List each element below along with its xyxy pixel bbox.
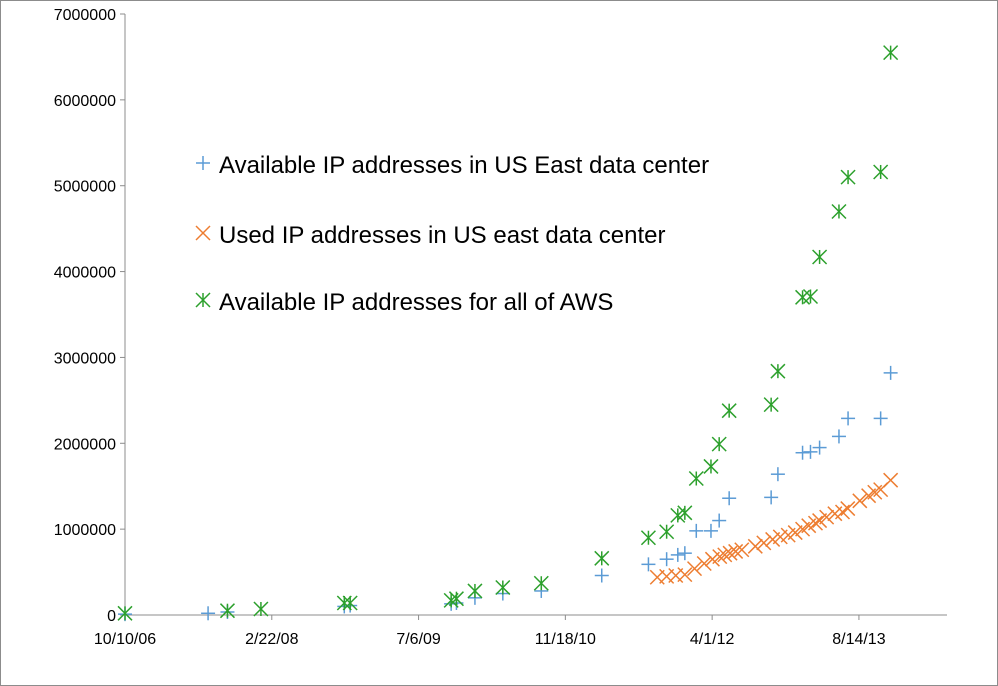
data-point (677, 546, 692, 561)
data-point (677, 567, 693, 583)
data-point (831, 429, 846, 444)
data-point (721, 403, 737, 419)
data-point (253, 601, 269, 617)
y-tick-label: 5000000 (54, 179, 116, 196)
y-tick-label: 2000000 (54, 436, 116, 453)
data-point (677, 505, 693, 521)
data-point (688, 470, 704, 487)
data-point (795, 445, 810, 460)
data-point (640, 530, 656, 546)
data-point (641, 557, 656, 572)
x-tick-label: 2/22/08 (245, 631, 298, 648)
data-point (734, 542, 750, 558)
y-tick-label: 6000000 (54, 93, 116, 110)
y-tick-label: 1000000 (54, 522, 116, 539)
data-point (712, 513, 727, 528)
data-point (711, 436, 727, 452)
y-tick-label: 4000000 (54, 265, 116, 282)
data-point (873, 411, 888, 426)
data-point (883, 45, 899, 61)
x-tick-label: 11/18/10 (535, 631, 596, 648)
data-point (342, 595, 358, 611)
x-tick-label: 4/1/12 (690, 631, 735, 648)
legend-marker (196, 156, 210, 170)
data-point (883, 472, 899, 488)
data-point (670, 547, 685, 562)
data-point (722, 545, 738, 561)
data-point (831, 203, 847, 220)
data-point (495, 579, 511, 596)
x-tick-label: 8/14/13 (832, 631, 885, 648)
legend-label: Available IP addresses for all of AWS (219, 289, 613, 316)
data-point (802, 288, 819, 305)
data-point (812, 249, 828, 265)
data-point (689, 523, 704, 538)
data-point (201, 606, 216, 621)
x-tick-label: 7/6/09 (396, 631, 441, 648)
data-point (764, 490, 779, 505)
data-point (867, 484, 883, 500)
data-point (594, 568, 609, 583)
data-point (659, 552, 674, 567)
data-point (807, 515, 824, 531)
series-2 (649, 472, 899, 585)
data-point (840, 169, 856, 185)
data-point (812, 513, 828, 529)
data-point (763, 397, 779, 413)
data-point (686, 561, 703, 577)
data-point (336, 595, 352, 611)
data-point (717, 547, 733, 563)
data-point (467, 583, 483, 599)
legend: Available IP addresses in US East data c… (195, 152, 709, 316)
data-point (712, 549, 728, 565)
data-point (787, 525, 803, 541)
y-tick-label: 3000000 (54, 350, 116, 367)
data-points (117, 45, 899, 622)
data-point (219, 603, 235, 619)
data-point (756, 535, 772, 551)
data-point (812, 440, 827, 455)
data-point (594, 550, 610, 566)
data-point (703, 523, 718, 538)
data-point (696, 555, 712, 572)
legend-marker (195, 292, 211, 308)
data-point (873, 164, 889, 180)
data-point (659, 524, 675, 540)
x-tick-label: 10/10/06 (94, 631, 156, 648)
data-point (533, 575, 549, 591)
legend-label: Used IP addresses in US east data center (219, 222, 665, 249)
y-tick-label: 7000000 (54, 7, 116, 24)
data-point (747, 538, 763, 554)
data-point (840, 501, 856, 517)
data-point (803, 444, 818, 459)
data-point (770, 467, 785, 482)
y-tick-label: 0 (107, 608, 116, 625)
data-point (852, 493, 868, 509)
data-point (819, 509, 835, 525)
data-point (770, 363, 786, 379)
axes: 0 1000000 2000000 3000000 4000000 5000000 6000… (54, 7, 947, 648)
data-point (722, 491, 737, 506)
series-3 (117, 45, 899, 621)
legend-label: Available IP addresses in US East data c… (219, 152, 709, 179)
data-point (883, 365, 898, 380)
legend-marker (195, 225, 211, 241)
data-point (448, 591, 464, 607)
data-point (117, 605, 133, 621)
data-point (841, 411, 856, 426)
data-point (703, 458, 719, 474)
data-point (728, 543, 744, 559)
